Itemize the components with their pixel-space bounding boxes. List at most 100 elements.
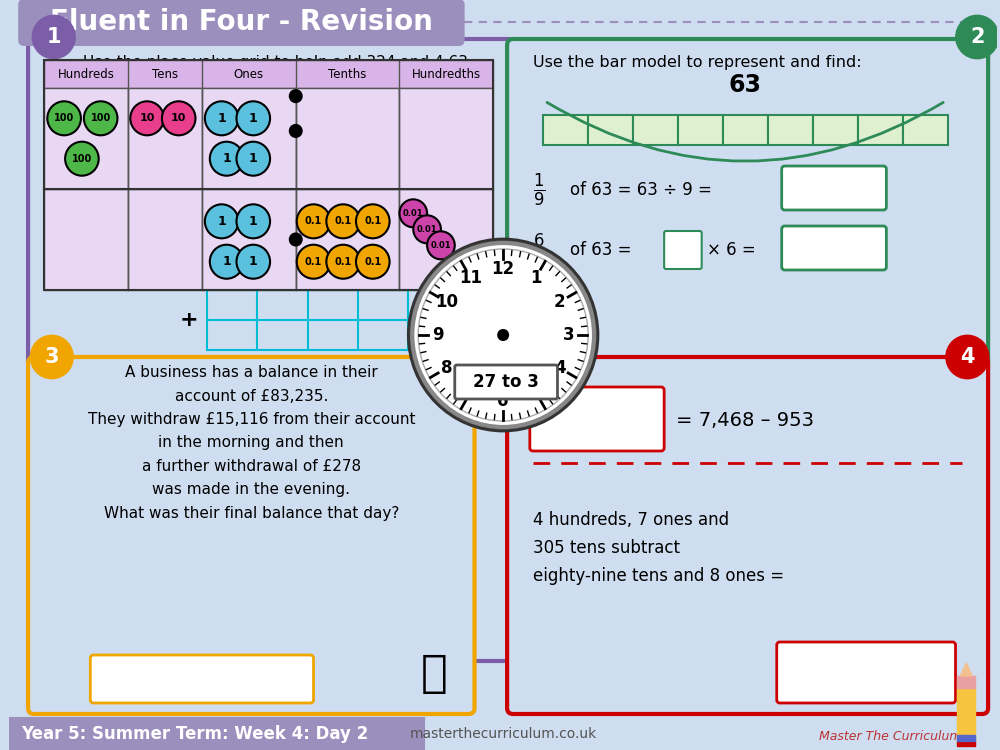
Text: 1: 1	[222, 152, 231, 165]
Text: 10: 10	[139, 113, 155, 123]
Bar	[44, 60, 493, 290]
Bar	[543, 115, 588, 145]
FancyBboxPatch shape	[530, 387, 664, 451]
Text: 0.01: 0.01	[417, 225, 437, 234]
Circle shape	[290, 125, 302, 137]
Polygon shape	[957, 735, 975, 741]
Circle shape	[947, 336, 988, 378]
Text: A business has a balance in their
account of £83,235.
They withdraw £15,116 from: A business has a balance in their accoun…	[88, 365, 415, 520]
Circle shape	[210, 142, 243, 176]
Polygon shape	[957, 741, 975, 746]
Circle shape	[427, 231, 455, 260]
Text: 0.01: 0.01	[403, 209, 424, 218]
Text: 0.01: 0.01	[431, 241, 451, 250]
Text: Use the bar model to represent and find:: Use the bar model to represent and find:	[533, 56, 861, 70]
Text: 0.1: 0.1	[305, 216, 322, 226]
FancyBboxPatch shape	[782, 166, 886, 210]
Text: 0.1: 0.1	[364, 256, 381, 267]
Text: 5: 5	[530, 383, 541, 401]
Bar	[399, 88, 493, 189]
Text: 10: 10	[435, 293, 458, 311]
Bar	[633, 115, 678, 145]
Text: Year 5: Summer Term: Week 4: Day 2: Year 5: Summer Term: Week 4: Day 2	[21, 725, 368, 743]
Bar	[813, 115, 858, 145]
Text: 1: 1	[249, 214, 258, 228]
Bar	[9, 718, 424, 750]
Bar	[44, 189, 128, 290]
Text: Hundredths: Hundredths	[412, 68, 481, 80]
Text: 63: 63	[729, 73, 762, 97]
Circle shape	[205, 101, 238, 135]
Bar	[44, 88, 128, 189]
Text: Use the place value grid to help add 324 and 4.63.: Use the place value grid to help add 324…	[83, 56, 473, 70]
Text: Tens: Tens	[152, 68, 178, 80]
FancyBboxPatch shape	[18, 0, 465, 46]
Text: masterthecurriculum.co.uk: masterthecurriculum.co.uk	[410, 727, 597, 741]
Text: Master The Curriculum: Master The Curriculum	[819, 730, 962, 743]
Circle shape	[236, 204, 270, 238]
Bar	[128, 189, 202, 290]
Text: $\frac{6}{9}$: $\frac{6}{9}$	[533, 231, 545, 268]
Circle shape	[290, 90, 302, 102]
FancyBboxPatch shape	[28, 39, 514, 661]
Text: 0.1: 0.1	[364, 216, 381, 226]
Text: $\frac{1}{9}$: $\frac{1}{9}$	[533, 171, 545, 208]
Bar	[399, 189, 493, 290]
Text: × 6 =: × 6 =	[707, 241, 755, 259]
Text: of 63 = 63 ÷ 9 =: of 63 = 63 ÷ 9 =	[570, 181, 712, 199]
Circle shape	[130, 101, 164, 135]
Text: 2: 2	[554, 293, 565, 311]
FancyBboxPatch shape	[507, 39, 988, 366]
Text: 🏛: 🏛	[421, 652, 447, 694]
Text: 1: 1	[217, 214, 226, 228]
Circle shape	[236, 101, 270, 135]
Bar	[296, 88, 399, 189]
Text: of 63 =: of 63 =	[570, 241, 632, 259]
Text: 4: 4	[960, 347, 975, 367]
Circle shape	[210, 244, 243, 279]
Circle shape	[297, 204, 330, 238]
Text: 1: 1	[530, 268, 541, 286]
Bar	[202, 189, 296, 290]
Text: +: +	[180, 310, 198, 330]
Circle shape	[33, 16, 74, 58]
FancyBboxPatch shape	[777, 642, 956, 703]
Text: 0.1: 0.1	[335, 256, 352, 267]
Bar	[44, 60, 493, 88]
Circle shape	[412, 243, 594, 427]
Circle shape	[408, 239, 598, 431]
FancyBboxPatch shape	[90, 655, 314, 703]
Circle shape	[84, 101, 117, 135]
FancyBboxPatch shape	[507, 357, 988, 714]
Bar	[202, 88, 296, 189]
Text: 12: 12	[492, 260, 515, 278]
Bar	[296, 189, 399, 290]
Text: 8: 8	[441, 359, 452, 377]
Circle shape	[356, 244, 390, 279]
Bar	[128, 88, 202, 189]
Circle shape	[47, 101, 81, 135]
Circle shape	[399, 200, 427, 227]
Circle shape	[205, 204, 238, 238]
Circle shape	[326, 244, 360, 279]
Text: 1: 1	[217, 112, 226, 125]
Text: 1: 1	[249, 255, 258, 268]
Text: 4: 4	[554, 359, 565, 377]
Text: Fluent in Four - Revision: Fluent in Four - Revision	[50, 8, 433, 36]
Text: Hundreds: Hundreds	[57, 68, 114, 80]
Text: = 7,468 – 953: = 7,468 – 953	[676, 410, 814, 430]
Bar	[768, 115, 813, 145]
Circle shape	[31, 336, 73, 378]
Circle shape	[297, 244, 330, 279]
Text: 1: 1	[222, 255, 231, 268]
FancyBboxPatch shape	[782, 226, 886, 270]
Circle shape	[65, 142, 99, 176]
Text: Tenths: Tenths	[328, 68, 367, 80]
FancyBboxPatch shape	[664, 231, 702, 269]
Text: 1: 1	[249, 152, 258, 165]
Text: 0.1: 0.1	[335, 216, 352, 226]
Text: 3: 3	[45, 347, 59, 367]
Circle shape	[290, 233, 302, 245]
Circle shape	[498, 330, 508, 340]
Polygon shape	[957, 688, 975, 743]
